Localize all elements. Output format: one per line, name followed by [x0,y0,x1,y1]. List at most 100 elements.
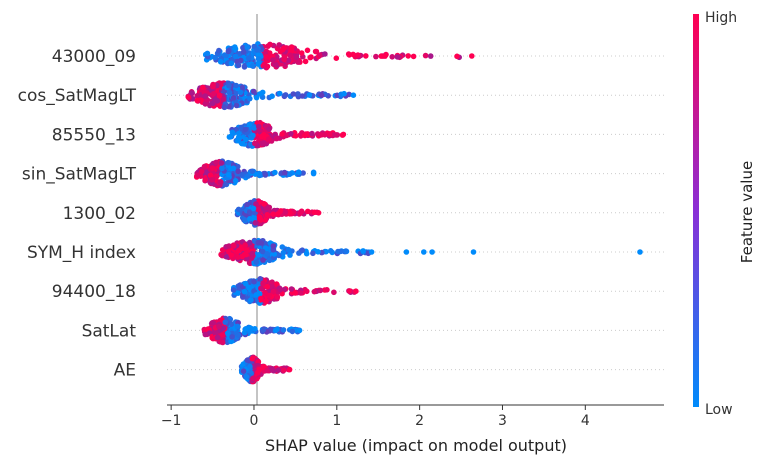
shap-point [287,252,293,258]
shap-point-max [296,327,303,334]
shap-point [279,46,286,53]
shap-point [324,287,330,293]
shap-point [256,366,263,373]
shap-point [304,288,310,295]
shap-point [266,292,272,299]
feature-label: SYM_H index [27,243,136,263]
shap-point [309,130,315,137]
shap-point [322,132,328,138]
shap-point [253,259,259,266]
colorbar [693,14,699,407]
shap-point [218,160,225,166]
shap-point [292,133,299,139]
shap-point [272,61,279,68]
shap-point [322,51,328,57]
shap-point [240,44,246,51]
shap-point [259,248,266,255]
shap-point [327,248,334,254]
shap-point [260,257,266,263]
feature-label: 43000_09 [52,47,136,67]
shap-point [240,368,247,375]
shap-point [389,54,396,60]
shap-point [201,163,208,170]
shap-point [295,59,301,65]
shap-point [331,289,337,296]
shap-point [263,63,270,69]
shap-point [315,249,321,255]
shap-point [258,240,265,246]
shap-point [317,132,324,138]
shap-point [228,60,235,67]
shap-point [298,290,304,296]
x-tick-label: 1 [332,413,341,429]
shap-point [204,50,211,57]
shap-point [228,338,234,345]
shap-point [210,91,217,97]
shap-point [454,53,460,60]
shap-point [250,205,257,212]
shap-point [286,209,293,216]
shap-point [236,247,242,254]
shap-point [260,327,267,333]
shap-point [235,290,241,297]
shap-point [212,330,219,336]
shap-point [245,55,252,61]
shap-point [275,211,281,217]
shap-point [258,285,264,292]
shap-outlier-point [429,249,435,255]
shap-point [373,53,379,60]
shap-point [394,54,401,60]
shap-point [235,332,242,339]
shap-point [225,48,232,54]
shap-point [251,125,257,131]
shap-point [252,220,259,226]
shap-point [264,283,271,290]
shap-point [405,53,412,59]
shap-point [271,251,278,257]
shap-point [341,90,347,97]
shap-point [264,367,270,374]
shap-outlier-point [421,249,427,255]
feature-label: sin_SatMagLT [22,165,137,185]
shap-point [288,131,294,137]
shap-point [209,165,216,171]
shap-point [266,257,273,264]
shap-point [249,168,256,175]
shap-point-max [353,288,359,295]
shap-point [223,253,230,260]
shap-point [219,252,226,259]
shap-point-max [286,366,293,373]
shap-point [281,54,288,60]
shap-point [217,59,224,65]
shap-point [219,165,225,172]
shap-point [230,165,237,172]
shap-point [272,169,278,176]
shap-point [295,91,301,97]
shap-point [350,51,356,58]
shap-point [298,208,305,215]
x-tick-label: 2 [415,413,424,429]
shap-point [259,89,266,96]
colorbar-title: Feature value [738,161,756,263]
shap-point [264,212,271,218]
shap-point [318,92,325,99]
shap-point [289,44,295,51]
shap-point-max [310,170,317,177]
shap-point [363,53,369,59]
shap-point [254,47,260,53]
shap-point [209,100,216,107]
shap-point [279,244,286,250]
feature-label: cos_SatMagLT [18,86,137,106]
shap-point [231,243,237,249]
shap-point [237,89,244,96]
shap-point [216,323,222,330]
shap-point [235,168,241,175]
shap-point [252,326,258,332]
shap-point [240,49,247,55]
shap-point [202,93,208,99]
shap-point [209,320,216,326]
shap-point [269,93,275,99]
shap-point [257,276,264,282]
shap-point [262,290,268,296]
